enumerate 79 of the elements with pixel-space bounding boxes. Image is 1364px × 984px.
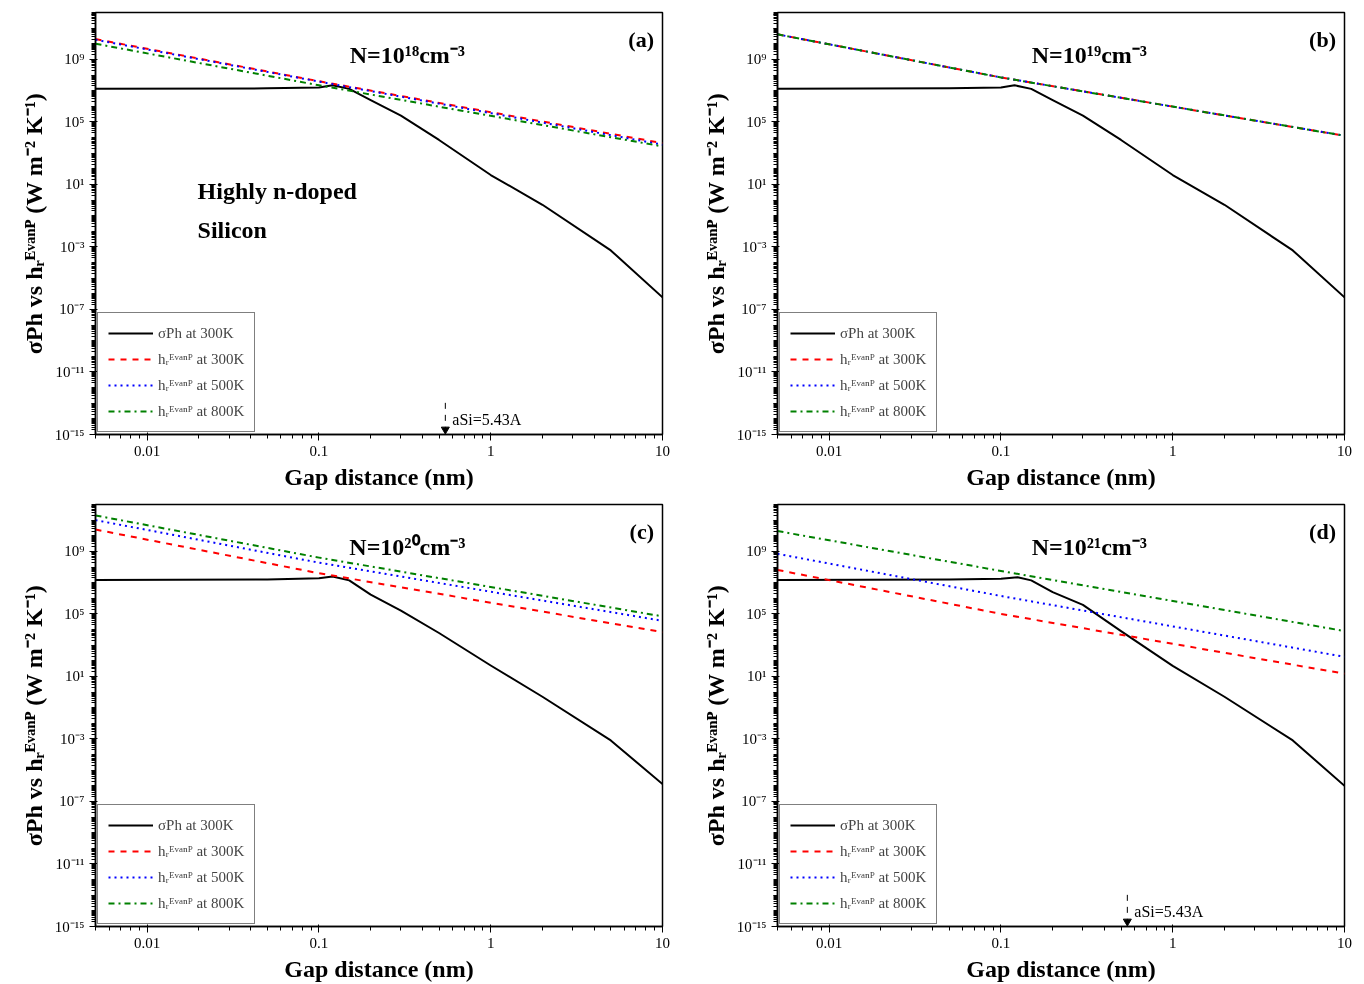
y-tick-label: 10⁻³ [60, 730, 85, 747]
y-tick-label: 10⁻³ [742, 730, 767, 747]
x-tick-label: 0.01 [816, 442, 843, 459]
y-axis-title: σPh vs hᵣᴱᵛᵃⁿᴾ (W m⁻² K⁻¹) [20, 93, 47, 355]
annotation: N=10¹⁸cm⁻³ [349, 42, 465, 69]
x-tick-label: 1 [1168, 934, 1177, 951]
annotation: Highly n-doped Silicon [197, 178, 358, 244]
y-tick-label: 10⁹ [746, 51, 767, 68]
y-tick-label: 10⁻⁷ [741, 301, 767, 318]
x-tick-label: 0.01 [134, 442, 161, 459]
y-tick-label: 10⁻¹⁵ [736, 918, 767, 935]
x-tick-label: 10 [1337, 442, 1352, 459]
x-axis-title: Gap distance (nm) [284, 463, 474, 490]
legend-label: hᵣᴱᵛᵃⁿᴾ at 800K [158, 894, 245, 912]
legend-label: σPh at 300K [158, 324, 234, 342]
y-tick-label: 10⁵ [746, 605, 767, 622]
legend-label: hᵣᴱᵛᵃⁿᴾ at 300K [840, 842, 927, 860]
legend-label: σPh at 300K [840, 816, 916, 834]
annotation: (d) [1309, 519, 1336, 545]
y-tick-label: 10¹ [747, 668, 767, 685]
y-tick-label: 10¹ [65, 668, 85, 685]
annotation: (b) [1309, 27, 1336, 53]
legend-label: hᵣᴱᵛᵃⁿᴾ at 300K [158, 842, 245, 860]
annotation: aSi=5.43A [452, 411, 522, 429]
y-tick-label: 10⁻³ [742, 238, 767, 255]
x-tick-label: 0.01 [816, 934, 843, 951]
y-tick-label: 10⁻¹¹ [737, 855, 767, 872]
y-axis-title: σPh vs hᵣᴱᵛᵃⁿᴾ (W m⁻² K⁻¹) [20, 585, 47, 847]
legend-label: σPh at 300K [840, 324, 916, 342]
y-tick-label: 10⁹ [64, 51, 85, 68]
x-tick-label: 10 [1337, 934, 1352, 951]
y-tick-label: 10⁻⁷ [59, 301, 85, 318]
y-tick-label: 10⁻¹⁵ [54, 918, 85, 935]
y-tick-label: 10⁹ [64, 543, 85, 560]
y-axis-title: σPh vs hᵣᴱᵛᵃⁿᴾ (W m⁻² K⁻¹) [702, 93, 729, 355]
legend-label: hᵣᴱᵛᵃⁿᴾ at 500K [158, 868, 245, 886]
x-tick-label: 1 [486, 442, 495, 459]
y-tick-label: 10¹ [747, 176, 767, 193]
y-tick-label: 10⁻¹⁵ [54, 426, 85, 443]
annotation: N=10¹⁹cm⁻³ [1031, 42, 1147, 69]
x-tick-label: 0.1 [309, 442, 329, 459]
annotation: aSi=5.43A [1134, 903, 1204, 921]
legend-label: hᵣᴱᵛᵃⁿᴾ at 800K [158, 402, 245, 420]
x-tick-label: 0.1 [991, 442, 1011, 459]
y-tick-label: 10⁻¹¹ [55, 855, 85, 872]
y-tick-label: 10⁻⁷ [741, 793, 767, 810]
y-tick-label: 10⁻¹¹ [737, 363, 767, 380]
y-tick-label: 10⁻⁷ [59, 793, 85, 810]
y-tick-label: 10⁵ [746, 113, 767, 130]
annotation: (a) [628, 27, 654, 53]
legend-label: σPh at 300K [158, 816, 234, 834]
x-tick-label: 1 [1168, 442, 1177, 459]
x-axis-title: Gap distance (nm) [966, 955, 1156, 982]
legend-label: hᵣᴱᵛᵃⁿᴾ at 300K [840, 350, 927, 368]
annotation: N=10²¹cm⁻³ [1031, 534, 1147, 561]
y-tick-label: 10⁻¹⁵ [736, 426, 767, 443]
x-axis-title: Gap distance (nm) [966, 463, 1156, 490]
legend-label: hᵣᴱᵛᵃⁿᴾ at 500K [840, 376, 927, 394]
y-tick-label: 10⁵ [64, 605, 85, 622]
x-tick-label: 0.1 [309, 934, 329, 951]
x-tick-label: 10 [655, 442, 670, 459]
legend-label: hᵣᴱᵛᵃⁿᴾ at 800K [840, 894, 927, 912]
y-axis-title: σPh vs hᵣᴱᵛᵃⁿᴾ (W m⁻² K⁻¹) [702, 585, 729, 847]
x-tick-label: 10 [655, 934, 670, 951]
y-tick-label: 10⁵ [64, 113, 85, 130]
x-axis-title: Gap distance (nm) [284, 955, 474, 982]
annotation: (c) [629, 519, 654, 545]
x-tick-label: 0.01 [134, 934, 161, 951]
legend-label: hᵣᴱᵛᵃⁿᴾ at 500K [158, 376, 245, 394]
y-tick-label: 10⁻³ [60, 238, 85, 255]
y-tick-label: 10⁻¹¹ [55, 363, 85, 380]
legend-label: hᵣᴱᵛᵃⁿᴾ at 500K [840, 868, 927, 886]
y-tick-label: 10⁹ [746, 543, 767, 560]
x-tick-label: 0.1 [991, 934, 1011, 951]
y-tick-label: 10¹ [65, 176, 85, 193]
annotation: N=10²⁰cm⁻³ [349, 534, 466, 561]
legend-label: hᵣᴱᵛᵃⁿᴾ at 300K [158, 350, 245, 368]
x-tick-label: 1 [486, 934, 495, 951]
legend-label: hᵣᴱᵛᵃⁿᴾ at 800K [840, 402, 927, 420]
